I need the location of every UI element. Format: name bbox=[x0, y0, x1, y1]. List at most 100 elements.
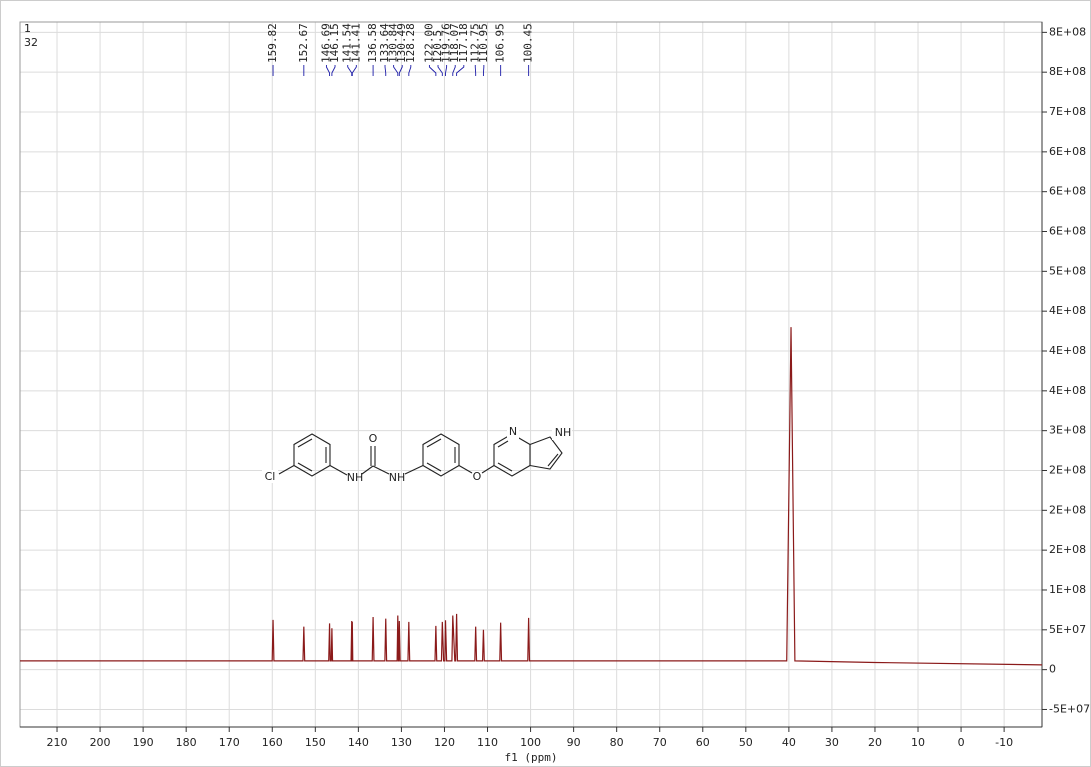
y-tick-label: 0 bbox=[1049, 663, 1056, 676]
peak-connector bbox=[331, 65, 336, 76]
x-tick-label: 170 bbox=[219, 736, 240, 749]
y-tick-label: 2E+08 bbox=[1049, 463, 1086, 476]
ring bbox=[529, 436, 563, 470]
ring bbox=[422, 433, 460, 477]
y-tick-label: 8E+08 bbox=[1049, 25, 1086, 38]
peak-label: 112.75 bbox=[468, 23, 481, 63]
x-tick-label: 160 bbox=[262, 736, 283, 749]
peak-label: 110.95 bbox=[477, 23, 490, 63]
x-tick-label: 150 bbox=[305, 736, 326, 749]
peak-connector bbox=[437, 65, 443, 76]
x-tick-label: 190 bbox=[133, 736, 154, 749]
y-tick-label: 2E+08 bbox=[1049, 543, 1086, 556]
x-tick-label: 90 bbox=[567, 736, 581, 749]
peak-connector bbox=[325, 65, 331, 76]
x-tick-label: -10 bbox=[995, 736, 1013, 749]
corner-text: 1 bbox=[24, 22, 31, 35]
peak-connector bbox=[452, 65, 456, 76]
y-tick-label: 7E+08 bbox=[1049, 105, 1086, 118]
y-tick-label: -5E+07 bbox=[1049, 702, 1090, 715]
bond bbox=[404, 465, 424, 475]
structure: Cl NH O NH O N NH bbox=[262, 425, 572, 484]
x-tick-label: 200 bbox=[90, 736, 111, 749]
peak-connector bbox=[428, 65, 437, 76]
y-tick-label: 6E+08 bbox=[1049, 145, 1086, 158]
peak-connector bbox=[351, 65, 357, 76]
peak-label: 120.5 bbox=[431, 30, 444, 63]
peak-label: 117.18 bbox=[457, 23, 470, 63]
x-tick-label: 110 bbox=[477, 736, 498, 749]
atom-label: O bbox=[369, 432, 378, 445]
peak-label: 141.54 bbox=[341, 23, 354, 63]
y-tick-label: 6E+08 bbox=[1049, 225, 1086, 238]
x-tick-label: 60 bbox=[696, 736, 710, 749]
atom-label: Cl bbox=[265, 470, 276, 483]
y-tick-label: 5E+08 bbox=[1049, 264, 1086, 277]
peak-connector bbox=[456, 65, 465, 76]
x-tick-label: 20 bbox=[868, 736, 882, 749]
y-tick-label: 4E+08 bbox=[1049, 304, 1086, 317]
corner-text: 32 bbox=[24, 36, 38, 49]
peak-label: 146.15 bbox=[328, 23, 341, 63]
bond bbox=[372, 465, 390, 475]
label-bg bbox=[552, 427, 572, 440]
peak-label: 122.00 bbox=[422, 23, 435, 63]
y-tick-label: 5E+07 bbox=[1049, 623, 1086, 636]
x-axis-label: f1 (ppm) bbox=[505, 751, 558, 764]
atom-label: N bbox=[509, 425, 517, 438]
bond bbox=[361, 465, 374, 475]
bond bbox=[426, 462, 442, 472]
bond bbox=[426, 438, 442, 448]
peak-connector bbox=[408, 65, 412, 76]
label-bg bbox=[262, 470, 278, 483]
peak-connector bbox=[347, 65, 353, 76]
y-tick-label: 2E+08 bbox=[1049, 503, 1086, 516]
x-tick-label: 10 bbox=[911, 736, 925, 749]
peak-label: 106.95 bbox=[494, 23, 507, 63]
bond bbox=[481, 465, 495, 474]
bond bbox=[297, 438, 313, 448]
peak-label: 133.64 bbox=[378, 23, 391, 63]
ring bbox=[293, 433, 331, 477]
x-tick-label: 70 bbox=[653, 736, 667, 749]
peak-label: 130.84 bbox=[387, 23, 400, 63]
peak-connector bbox=[398, 65, 403, 76]
bond bbox=[497, 462, 513, 472]
y-tick-label: 1E+08 bbox=[1049, 583, 1086, 596]
atom-label: NH bbox=[555, 426, 572, 439]
x-tick-label: 80 bbox=[610, 736, 624, 749]
x-tick-label: 180 bbox=[176, 736, 197, 749]
y-tick-label: 4E+08 bbox=[1049, 344, 1086, 357]
peak-connector bbox=[384, 65, 387, 76]
peak-label: 128.28 bbox=[404, 23, 417, 63]
x-tick-label: 120 bbox=[434, 736, 455, 749]
peak-connector bbox=[393, 65, 399, 76]
bond bbox=[458, 465, 473, 474]
x-tick-label: 210 bbox=[47, 736, 68, 749]
x-tick-label: 130 bbox=[391, 736, 412, 749]
y-tick-label: 8E+08 bbox=[1049, 65, 1086, 78]
peak-label: 159.82 bbox=[266, 23, 279, 63]
peak-label: 130.49 bbox=[395, 23, 408, 63]
spectrum-line bbox=[20, 327, 1043, 666]
peak-label: 119.76 bbox=[440, 23, 453, 63]
x-tick-label: 30 bbox=[825, 736, 839, 749]
y-tick-label: 6E+08 bbox=[1049, 185, 1086, 198]
peak-label: 141.41 bbox=[349, 23, 362, 63]
atom-label: NH bbox=[347, 471, 364, 484]
bond bbox=[278, 465, 295, 475]
y-tick-label: 3E+08 bbox=[1049, 424, 1086, 437]
bond bbox=[297, 462, 313, 472]
bond bbox=[547, 453, 559, 467]
peak-label: 146.69 bbox=[319, 23, 332, 63]
x-tick-label: 50 bbox=[739, 736, 753, 749]
x-tick-label: 100 bbox=[520, 736, 541, 749]
x-tick-label: 40 bbox=[782, 736, 796, 749]
atom-label: NH bbox=[389, 471, 406, 484]
x-tick-label: 0 bbox=[958, 736, 965, 749]
peak-connector bbox=[445, 65, 448, 76]
bond bbox=[329, 465, 348, 476]
axes: 210 200 190 180 170 160 150 140 130 120 110 100 90 80… bbox=[19, 21, 1090, 749]
